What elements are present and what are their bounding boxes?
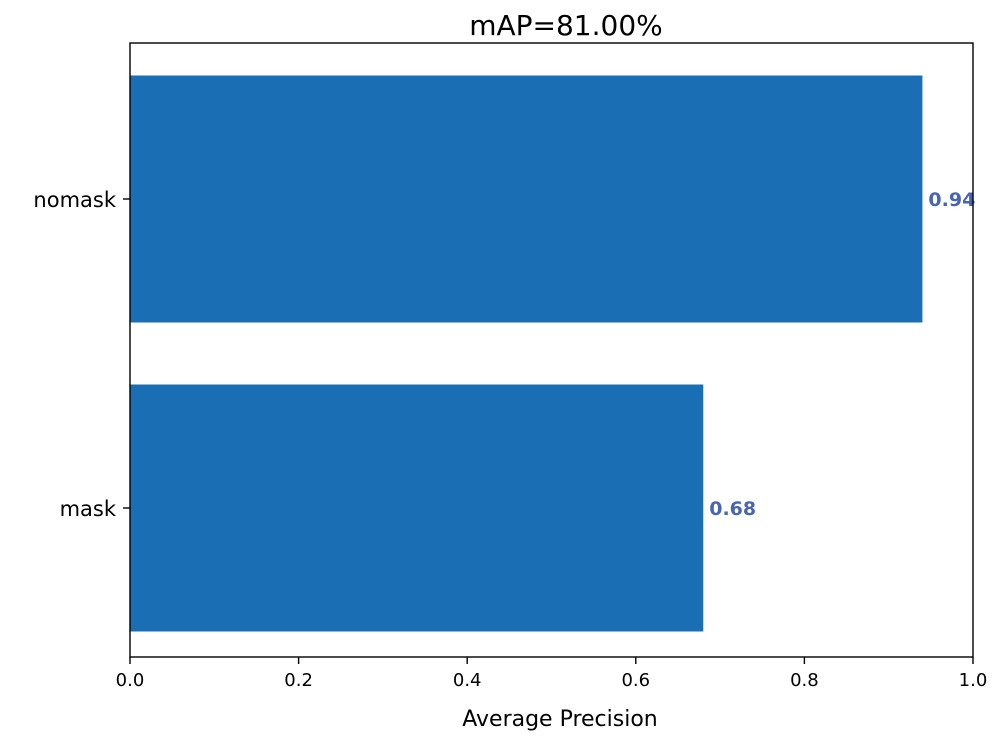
x-tick-label-3: 0.6 [621, 670, 650, 691]
plot-area-frame [129, 42, 974, 658]
y-axis: nomask mask [33, 188, 130, 521]
y-tick-label-mask: mask [60, 497, 117, 521]
bar-mask [130, 384, 704, 632]
x-tick-label-2: 0.4 [453, 670, 482, 691]
data-label-mask: 0.68 [709, 498, 756, 520]
data-label-nomask: 0.94 [928, 189, 975, 211]
chart-title: mAP=81.00% [469, 9, 663, 42]
x-axis-title: Average Precision [462, 707, 658, 732]
x-tick-label-0: 0.0 [116, 670, 145, 691]
data-labels-layer: 0.94 0.68 [709, 189, 975, 520]
x-tick-label-4: 0.8 [790, 670, 819, 691]
y-tick-label-nomask: nomask [33, 188, 116, 212]
x-axis: 0.0 0.2 0.4 0.6 0.8 1.0 [116, 657, 988, 691]
x-tick-label-1: 0.2 [284, 670, 313, 691]
x-tick-label-5: 1.0 [959, 670, 988, 691]
bar-nomask [130, 75, 923, 323]
bars-layer [130, 75, 923, 632]
